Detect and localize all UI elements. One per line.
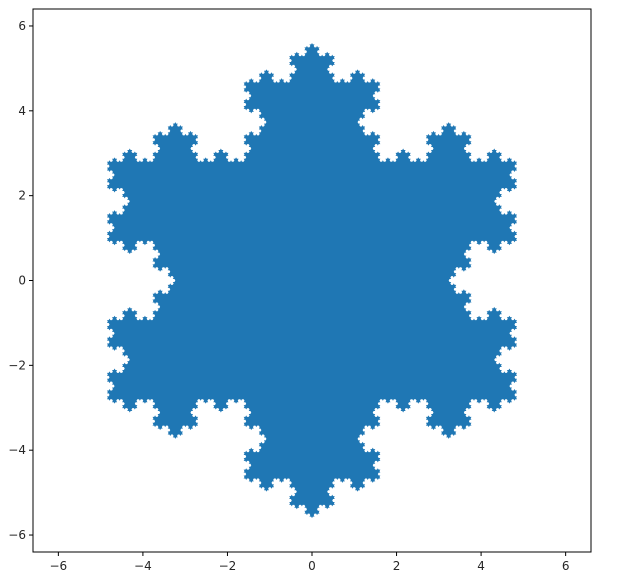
y-tick-label: −2	[8, 358, 26, 372]
y-tick-label: 2	[18, 189, 26, 203]
x-tick-label: 6	[562, 559, 570, 573]
y-tick-label: 0	[18, 274, 26, 288]
y-tick-label: −6	[8, 528, 26, 542]
x-axis: −6 −4 −2 0 2 4 6	[50, 552, 570, 573]
y-axis: −6 −4 −2 0 2 4 6	[8, 19, 33, 542]
y-tick-label: −4	[8, 443, 26, 457]
plot-area	[106, 42, 518, 519]
x-tick-label: 4	[477, 559, 485, 573]
x-tick-label: −6	[50, 559, 68, 573]
x-tick-label: −4	[134, 559, 152, 573]
x-tick-label: −2	[219, 559, 237, 573]
koch-snowflake-fill	[106, 42, 518, 519]
y-tick-label: 6	[18, 19, 26, 33]
x-tick-label: 2	[393, 559, 401, 573]
y-tick-label: 4	[18, 104, 26, 118]
x-tick-label: 0	[308, 559, 316, 573]
